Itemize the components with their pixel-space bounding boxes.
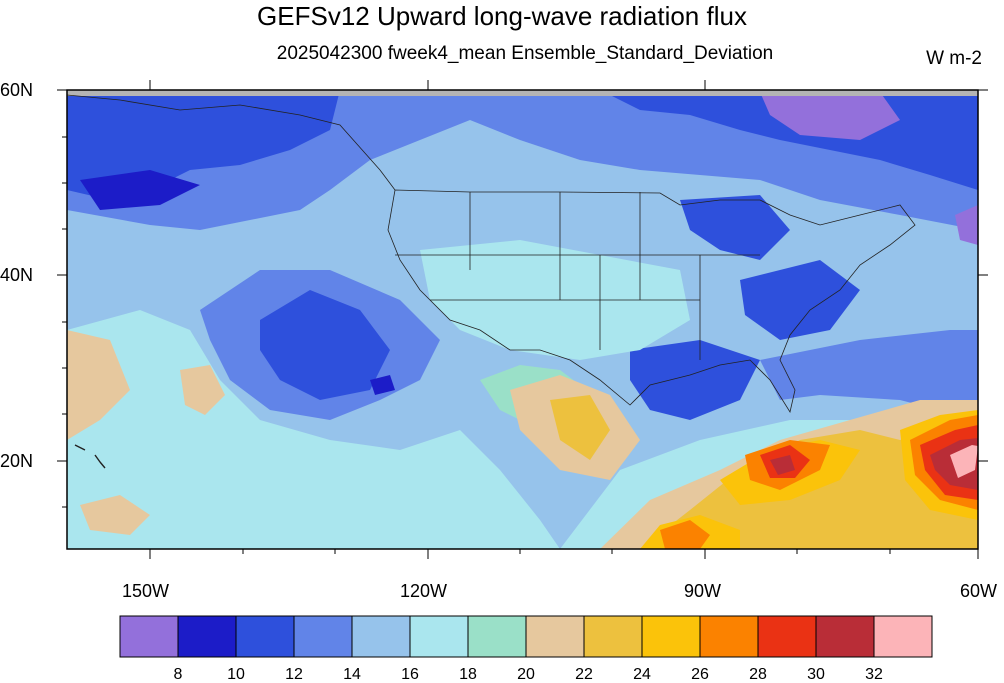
field-gulf [630,340,760,420]
lat-label-20n: 20N [0,451,34,471]
field-pacific-spot [370,375,395,395]
field-west-tan [67,330,130,440]
colorbar-tick-label: 12 [285,666,303,683]
us-outline [387,189,916,414]
field-carib-darkred [770,455,795,475]
colorbar-tick-label: 28 [749,666,767,683]
field-nw-darkest [80,170,200,210]
colorbar-swatch [757,615,817,658]
map-frame [66,89,979,550]
colorbar-swatch [409,615,469,658]
contour-field [67,90,978,549]
colorbar-swatch [641,615,701,658]
colorbar-tick-label: 30 [807,666,825,683]
colorbar-swatch [293,615,353,658]
lon-label-150w: 150W [122,581,170,601]
field-pacific-dark [260,290,390,400]
boundary-lines [67,94,916,469]
colorbar-swatch [525,615,585,658]
canada-coast [67,94,396,191]
units-label: W m-2 [926,48,982,69]
field-greatlakes [680,195,790,260]
colorbar-tick-label: 18 [459,666,477,683]
state-lines [395,192,760,360]
field-south-orange [660,520,710,549]
lon-label-60w: 60W [960,581,998,601]
colorbar-swatch [699,615,759,658]
field-east-purple [955,205,978,245]
colorbar-tick-label: 24 [633,666,651,683]
colorbar-tick-label: 20 [517,666,535,683]
colorbar-tick-label: 16 [401,666,419,683]
lon-label-120w: 120W [400,581,448,601]
colorbar-swatch [119,615,179,658]
colorbar-swatch [235,615,295,658]
field-mexico-yellow [550,395,610,460]
field-missing-strip [67,90,978,96]
field-atlantic-mid [760,330,978,420]
field-atl-pink [950,445,978,478]
colorbar-swatch [351,615,411,658]
field-sw-tan [80,495,150,535]
colorbar-swatch [583,615,643,658]
lon-ticks [149,80,979,559]
field-east-coast [740,260,860,340]
colorbar-tick-label: 14 [343,666,361,683]
field-pacific-tan [180,365,225,415]
colorbar-swatch [177,615,237,658]
colorbar-swatch [873,615,933,658]
field-hudson-purple [760,92,900,140]
colorbar [119,615,933,658]
lon-label-90w: 90W [684,581,722,601]
colorbar-tick-label: 22 [575,666,593,683]
hawaii-islands [74,444,106,469]
colorbar-tick-label: 26 [691,666,709,683]
lat-label-40n: 40N [0,265,34,285]
colorbar-swatch [467,615,527,658]
lat-ticks [57,89,988,508]
lat-label-60n: 60N [0,80,34,100]
colorbar-tick-label: 8 [173,666,183,683]
colorbar-tick-label: 10 [227,666,245,683]
colorbar-swatch [815,615,875,658]
colorbar-tick-label: 32 [865,666,883,683]
map-subtitle: 2025042300 fweek4_mean Ensemble_Standard… [276,43,774,64]
map-title: GEFSv12 Upward long-wave radiation flux [257,1,747,31]
